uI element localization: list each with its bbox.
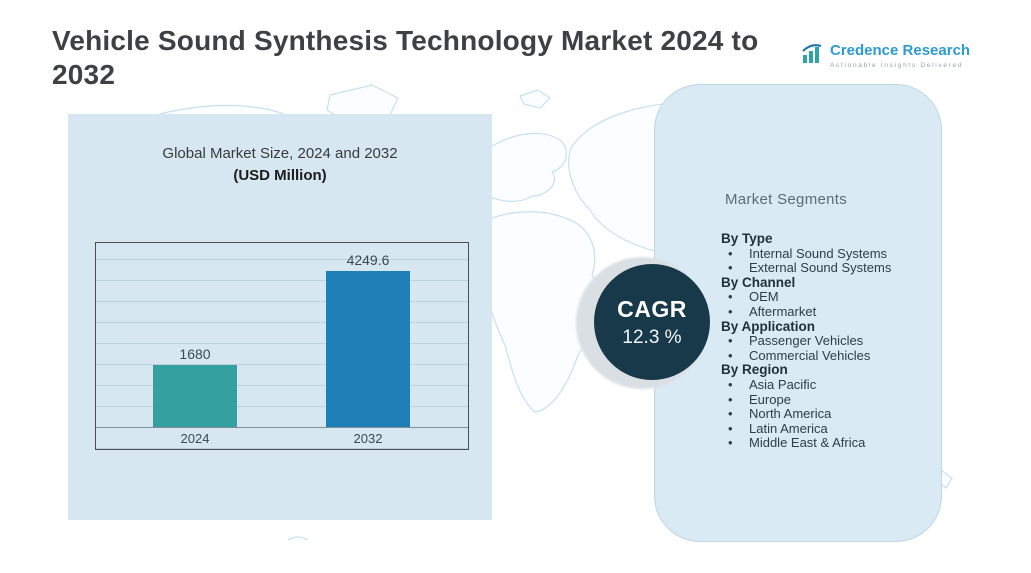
segment-item: OEM (721, 290, 919, 305)
bar-group-2024: 1680 (153, 346, 237, 427)
segment-item: Commercial Vehicles (721, 348, 919, 364)
cagr-badge: CAGR 12.3 % (594, 264, 710, 380)
bar-value-label: 1680 (179, 346, 211, 362)
segments-list: By Type Internal Sound Systems External … (721, 231, 919, 451)
segment-item: External Sound Systems (721, 261, 919, 276)
map-africa (479, 211, 599, 413)
segment-item: Middle East & Africa (721, 436, 919, 451)
bar-chart-plot: 1680 4249.6 2024 2032 (95, 242, 469, 450)
segment-group-label: By Channel (721, 274, 796, 290)
segment-item: Aftermarket (721, 304, 919, 320)
segment-item: Internal Sound Systems (721, 246, 919, 262)
cagr-label: CAGR (617, 295, 687, 322)
bar-2024 (153, 365, 237, 427)
bar-group-2032: 4249.6 (326, 252, 410, 427)
segment-group-label: By Application (721, 318, 816, 334)
segment-items: Asia Pacific Europe North America Latin … (721, 377, 919, 451)
chart-panel: Global Market Size, 2024 and 2032 (USD M… (68, 114, 492, 520)
page-title: Vehicle Sound Synthesis Technology Marke… (52, 25, 759, 91)
brand-tagline: Actionable Insights Delivered (830, 62, 964, 69)
segment-item: Asia Pacific (721, 377, 919, 393)
bar-value-label: 4249.6 (346, 252, 390, 268)
segment-group-label: By Region (721, 362, 788, 378)
segment-item: Latin America (721, 421, 919, 437)
map-island-detail (287, 89, 551, 541)
x-tick-label-2024: 2024 (180, 431, 210, 446)
segments-title: Market Segments (725, 191, 848, 208)
segment-items: Internal Sound Systems External Sound Sy… (721, 246, 919, 276)
cagr-value: 12.3 % (622, 326, 682, 348)
segment-items: Passenger Vehicles Commercial Vehicles (721, 334, 919, 363)
x-axis-line (96, 427, 468, 428)
brand-logo: Credence Research Actionable Insights De… (800, 42, 970, 69)
chart-subtitle: (USD Million) (233, 167, 327, 184)
bar-2032 (326, 271, 410, 427)
brand-text: Credence Research Actionable Insights De… (830, 42, 970, 69)
x-tick-label-2032: 2032 (353, 431, 383, 446)
segment-item: Passenger Vehicles (721, 334, 919, 349)
segment-item: Europe (721, 392, 919, 408)
segment-group-label: By Type (721, 231, 773, 246)
chart-title: Global Market Size, 2024 and 2032 (162, 145, 398, 162)
segment-items: OEM Aftermarket (721, 290, 919, 319)
credence-logo-icon (802, 44, 822, 63)
segment-item: North America (721, 407, 919, 422)
brand-name: Credence Research (830, 42, 971, 59)
